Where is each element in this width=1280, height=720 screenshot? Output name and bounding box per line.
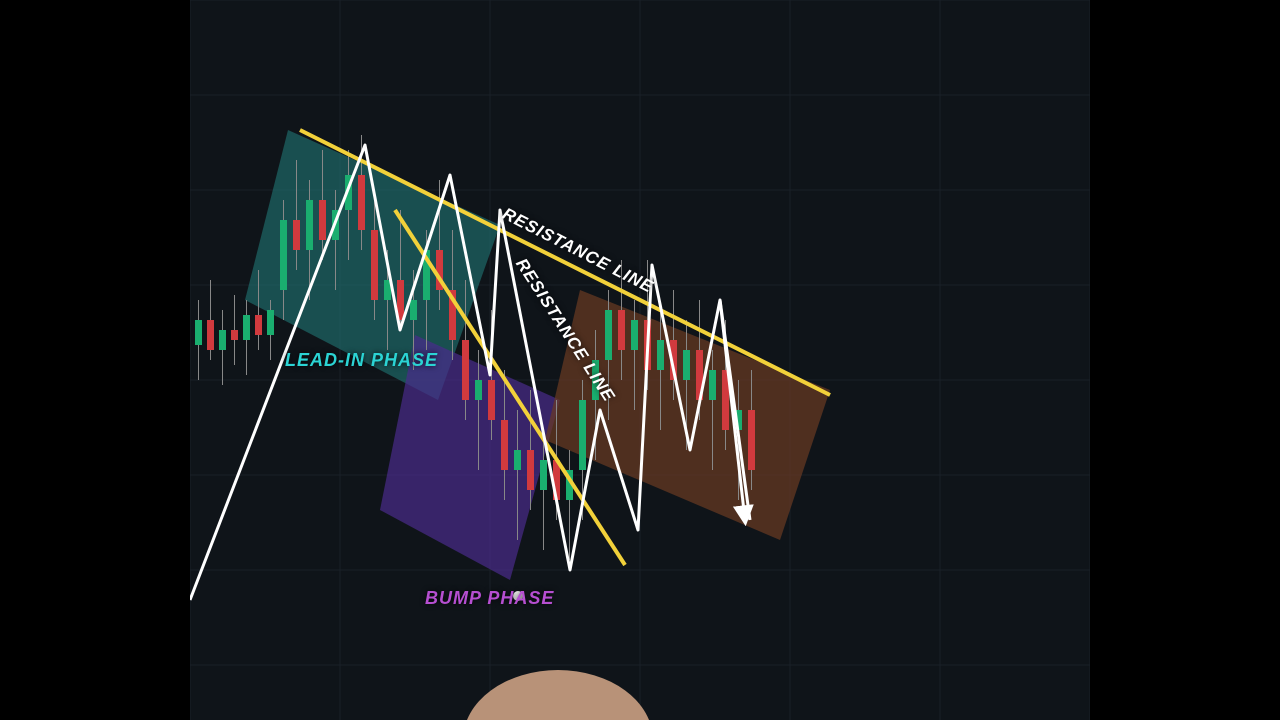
candle xyxy=(371,230,378,300)
candle xyxy=(618,310,625,350)
candle xyxy=(709,370,716,400)
candle xyxy=(579,400,586,470)
chart-stage: LEAD-IN PHASE BUMP PHASE RESISTANCE LINE… xyxy=(190,0,1090,720)
presenter-head xyxy=(463,670,653,720)
candle xyxy=(410,300,417,320)
candle xyxy=(501,420,508,470)
candle xyxy=(605,310,612,360)
candle xyxy=(475,380,482,400)
candle xyxy=(527,450,534,490)
candle xyxy=(195,320,202,345)
candle xyxy=(267,310,274,335)
candle xyxy=(280,220,287,290)
candle xyxy=(488,380,495,420)
candle xyxy=(243,315,250,340)
candle xyxy=(231,330,238,340)
label-bump-phase: BUMP PHASE xyxy=(425,588,554,609)
candle xyxy=(748,410,755,470)
candle xyxy=(462,340,469,400)
candle xyxy=(657,340,664,370)
candle xyxy=(358,175,365,230)
candle xyxy=(540,460,547,490)
candle xyxy=(207,320,214,350)
candle xyxy=(319,200,326,240)
phase-box-run xyxy=(545,290,830,540)
candle xyxy=(306,200,313,250)
candle xyxy=(219,330,226,350)
candle xyxy=(293,220,300,250)
candle xyxy=(255,315,262,335)
label-lead-in-phase: LEAD-IN PHASE xyxy=(285,350,438,371)
candle xyxy=(683,350,690,380)
candle xyxy=(514,450,521,470)
candle xyxy=(631,320,638,350)
